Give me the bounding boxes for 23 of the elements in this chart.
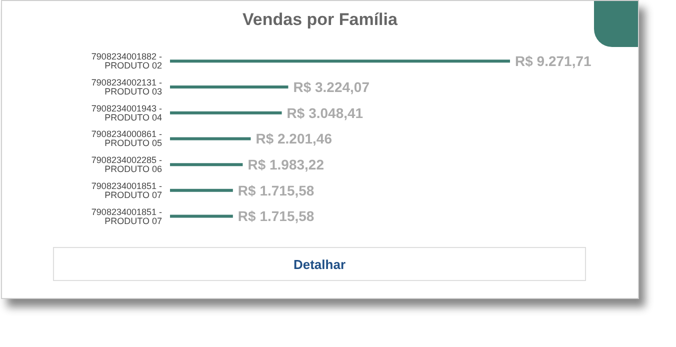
data-label: R$ 1.715,58 [238, 208, 314, 224]
y-tick-label: 7908234002131 - PRODUTO 03 [91, 77, 162, 96]
chart-title: Vendas por Família [242, 10, 398, 30]
data-label: R$ 3.048,41 [286, 104, 364, 121]
data-label: R$ 2.201,46 [256, 130, 332, 147]
data-label: R$ 3.224,07 [293, 78, 370, 95]
bar [170, 188, 233, 192]
button: Detalhar [53, 247, 586, 281]
bar [170, 163, 243, 166]
y-tick-label: 7908234001851 - PRODUTO 07 [91, 206, 162, 226]
y-tick-label: 7908234002285 - PRODUTO 06 [91, 155, 162, 174]
y-tick-label: 7908234001851 - PRODUTO 07 [91, 180, 162, 200]
bar [170, 60, 510, 63]
data-label: R$ 9.271,71 [515, 53, 592, 70]
data-label: R$ 1.983,22 [248, 156, 324, 173]
bar [170, 214, 233, 218]
y-tick-label: 7908234001882 - PRODUTO 02 [91, 52, 162, 71]
bar [170, 111, 282, 114]
data-label: R$ 1.715,58 [238, 182, 314, 198]
y-tick-label: 7908234001943 - PRODUTO 04 [91, 103, 162, 122]
bar [170, 85, 288, 88]
bar [170, 137, 251, 140]
y-tick-label: 7908234000861 - PRODUTO 05 [91, 129, 162, 148]
